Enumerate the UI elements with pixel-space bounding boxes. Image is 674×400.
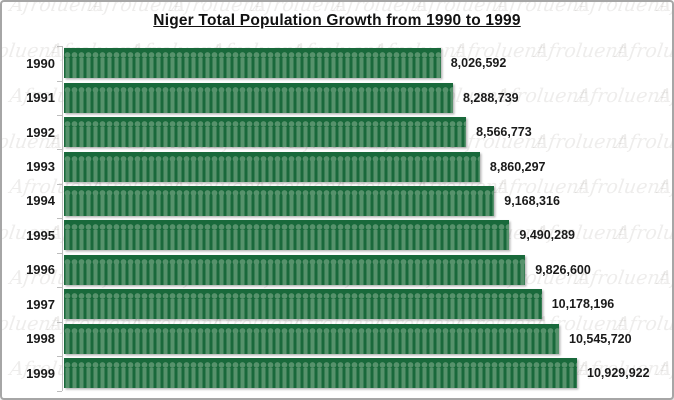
year-label: 1994: [26, 193, 55, 209]
axis-tick: [57, 252, 62, 254]
axis-tick: [57, 356, 62, 358]
y-axis-line: [62, 46, 63, 391]
axis-tick: [57, 183, 62, 185]
year-label: 1995: [26, 227, 55, 243]
value-label: 8,288,739: [463, 90, 519, 105]
chart-row: 1999 10,929,922: [2, 356, 672, 390]
bar-chart: 1990 8,026,592 1991 8,288,739 1992 8,566,773 1…: [2, 46, 672, 390]
population-bar: [64, 358, 577, 389]
population-bar: [64, 48, 441, 79]
chart-row: 1992 8,566,773: [2, 115, 672, 149]
population-bar: [64, 254, 526, 285]
population-bar: [64, 82, 453, 113]
population-bar: [64, 289, 542, 320]
chart-row: 1991 8,288,739: [2, 80, 672, 114]
chart-row: 1998 10,545,720: [2, 322, 672, 356]
chart-title: Niger Total Population Growth from 1990 …: [153, 12, 521, 29]
year-label: 1992: [26, 124, 55, 140]
axis-tick: [57, 287, 62, 289]
chart-row: 1994 9,168,316: [2, 184, 672, 218]
value-label: 8,566,773: [476, 125, 532, 140]
axis-tick: [57, 218, 62, 220]
value-label: 10,545,720: [569, 331, 632, 346]
value-label: 9,826,600: [535, 262, 591, 277]
chart-row: 1996 9,826,600: [2, 253, 672, 287]
axis-tick: [57, 390, 62, 392]
value-label: 10,929,922: [587, 366, 650, 381]
year-label: 1990: [26, 55, 55, 71]
population-bar: [64, 117, 467, 148]
axis-tick: [57, 46, 62, 47]
axis-tick: [57, 80, 62, 82]
value-label: 8,860,297: [489, 159, 546, 174]
population-bar: [64, 220, 510, 251]
year-label: 1991: [26, 90, 55, 106]
year-label: 1999: [26, 365, 55, 381]
population-bar: [64, 151, 480, 182]
chart-row: 1997 10,178,196: [2, 287, 672, 321]
value-label: 9,490,289: [519, 228, 575, 243]
chart-row: 1995 9,490,289: [2, 218, 672, 252]
population-bar: [64, 185, 495, 216]
chart-row: 1990 8,026,592: [2, 46, 672, 80]
year-label: 1998: [26, 331, 55, 347]
value-label: 10,178,196: [551, 297, 615, 312]
axis-tick: [57, 114, 62, 116]
axis-tick: [57, 321, 62, 323]
year-label: 1993: [26, 159, 55, 175]
chart-row: 1993 8,860,297: [2, 149, 672, 183]
axis-tick: [57, 149, 62, 151]
year-label: 1997: [26, 296, 55, 312]
value-label: 9,168,316: [504, 193, 560, 208]
value-label: 8,026,592: [450, 56, 507, 71]
year-label: 1996: [26, 262, 55, 278]
population-bar: [64, 323, 559, 354]
